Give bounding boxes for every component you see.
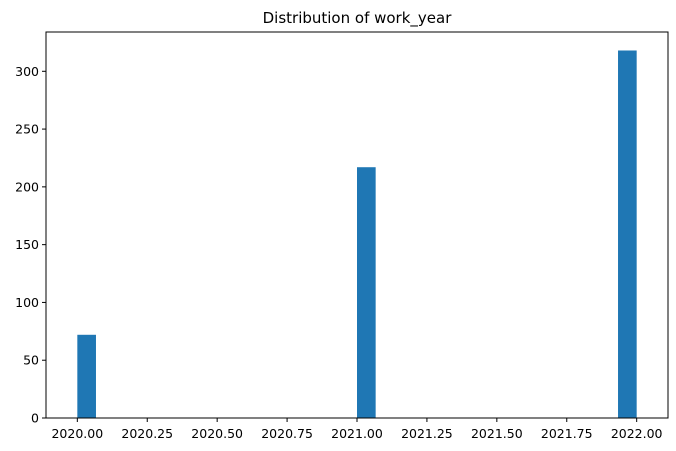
y-tick-label: 300: [15, 64, 39, 79]
bars-group: [77, 50, 637, 418]
y-tick-label: 250: [15, 122, 39, 137]
y-tick-label: 0: [31, 411, 39, 426]
y-axis: 0 50 100 150 200 250 300: [15, 64, 46, 426]
plot-frame: [45, 31, 669, 419]
chart-title: Distribution of work_year: [263, 9, 453, 28]
y-tick-label: 50: [23, 353, 39, 368]
y-tick-label: 200: [15, 179, 39, 194]
y-tick-label: 150: [15, 237, 39, 252]
x-tick-label: 2020.75: [261, 426, 313, 441]
x-tick-label: 2020.00: [51, 426, 103, 441]
x-tick-label: 2021.50: [471, 426, 523, 441]
x-tick-label: 2020.25: [121, 426, 173, 441]
histogram-bar-1: [77, 334, 96, 418]
x-axis: 2020.00 2020.25 2020.50 2020.75 2021.00 2021.…: [51, 418, 663, 441]
x-tick-label: 2022.00: [611, 426, 663, 441]
x-tick-label: 2020.50: [191, 426, 243, 441]
x-tick-label: 2021.75: [541, 426, 593, 441]
x-tick-label: 2021.25: [401, 426, 453, 441]
histogram-bar-3: [618, 50, 637, 418]
histogram-bar-2: [357, 167, 376, 418]
y-tick-label: 100: [15, 295, 39, 310]
x-tick-label: 2021.00: [331, 426, 383, 441]
